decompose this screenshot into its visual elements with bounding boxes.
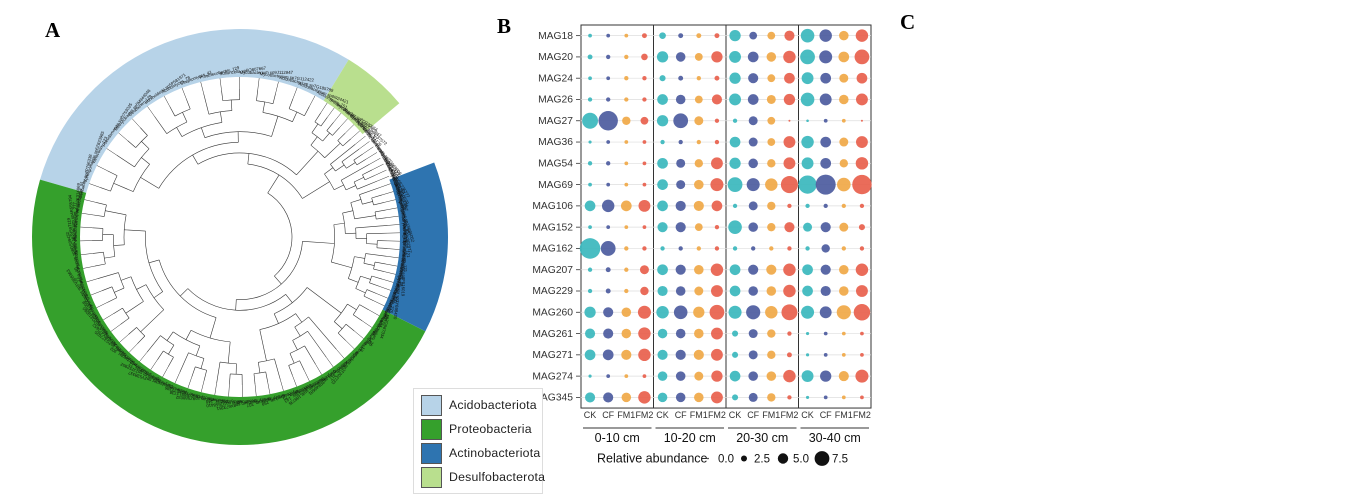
svg-text:FM2: FM2	[635, 410, 653, 420]
svg-text:CK: CK	[801, 410, 814, 420]
svg-text:MAG26: MAG26	[538, 95, 573, 106]
svg-text:7.5: 7.5	[832, 454, 848, 466]
svg-text:FM1: FM1	[835, 410, 853, 420]
svg-text:2.5: 2.5	[754, 454, 770, 466]
svg-text:MAG106: MAG106	[532, 201, 573, 212]
svg-text:MAG261: MAG261	[532, 329, 573, 340]
svg-text:Relative abundance: Relative abundance	[597, 452, 708, 466]
svg-text:5.0: 5.0	[793, 454, 809, 466]
svg-text:MAG207: MAG207	[532, 265, 573, 276]
svg-text:MAG18: MAG18	[538, 31, 573, 42]
svg-text:CK: CK	[584, 410, 597, 420]
svg-text:MAG69: MAG69	[538, 180, 573, 191]
svg-text:MAG36: MAG36	[538, 137, 573, 148]
svg-text:CF: CF	[675, 410, 687, 420]
svg-text:MAG271: MAG271	[532, 350, 573, 361]
svg-text:FM2: FM2	[708, 410, 726, 420]
svg-text:MAG229: MAG229	[532, 286, 573, 297]
svg-text:FM1: FM1	[762, 410, 780, 420]
svg-text:CF: CF	[820, 410, 832, 420]
svg-text:MAG162: MAG162	[532, 244, 573, 255]
svg-text:MAG24: MAG24	[538, 73, 573, 84]
svg-text:MAG274: MAG274	[532, 371, 573, 382]
svg-text:30-40 cm: 30-40 cm	[809, 431, 861, 445]
svg-text:CF: CF	[747, 410, 759, 420]
svg-text:FM2: FM2	[853, 410, 871, 420]
svg-text:FM1: FM1	[617, 410, 635, 420]
svg-text:MAG152: MAG152	[532, 222, 573, 233]
svg-text:CK: CK	[729, 410, 742, 420]
svg-text:0-10 cm: 0-10 cm	[595, 431, 640, 445]
svg-text:FM2: FM2	[780, 410, 798, 420]
svg-text:10-20 cm: 10-20 cm	[664, 431, 716, 445]
svg-text:MAG20: MAG20	[538, 52, 573, 63]
svg-text:MAG27: MAG27	[538, 116, 573, 127]
svg-text:FM1: FM1	[690, 410, 708, 420]
svg-text:CF: CF	[602, 410, 614, 420]
svg-text:MAG54: MAG54	[538, 159, 573, 170]
svg-text:CK: CK	[656, 410, 669, 420]
svg-text:0.0: 0.0	[718, 454, 734, 466]
svg-text:20-30 cm: 20-30 cm	[736, 431, 788, 445]
svg-text:MAG260: MAG260	[532, 307, 573, 318]
